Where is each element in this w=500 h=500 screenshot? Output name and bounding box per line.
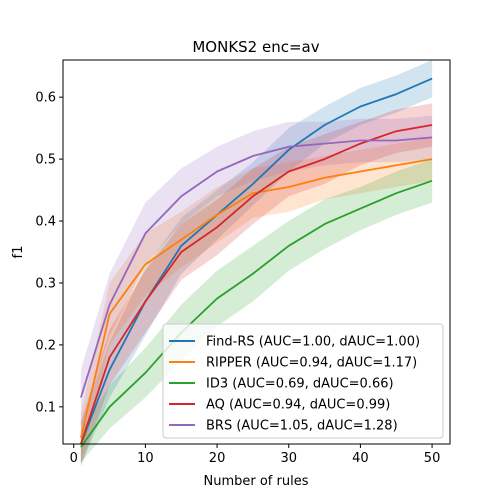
legend-label-3: ID3 (AUC=0.69, dAUC=0.66)	[206, 377, 394, 392]
y-axis-ticks: 0.1 0.2 0.3 0.4 0.5 0.6	[35, 91, 63, 415]
series-band-5	[80, 115, 433, 426]
series-line-3	[80, 179, 433, 448]
legend-label-2: RIPPER (AUC=0.94, dAUC=1.17)	[206, 356, 417, 371]
plot-frame	[62, 59, 451, 445]
y-tick-label: 0.3	[35, 276, 56, 291]
series-band-1	[80, 60, 433, 466]
legend: Find-RS (AUC=1.00, dAUC=1.00) RIPPER (AUC…	[162, 323, 444, 439]
series-line-2	[80, 158, 433, 439]
x-axis-label: Number of rules	[204, 474, 309, 489]
y-tick-label: 0.6	[35, 91, 56, 106]
x-tick-label: 40	[352, 451, 369, 466]
legend-label-1: Find-RS (AUC=1.00, dAUC=1.00)	[206, 335, 420, 350]
series-lines	[80, 77, 433, 448]
x-tick-label: 0	[70, 451, 78, 466]
y-tick-label: 0.2	[35, 338, 56, 353]
x-axis-ticks: 0 10 20 30 40 50	[70, 444, 441, 466]
series-line-1	[80, 77, 433, 445]
legend-label-5: BRS (AUC=1.05, dAUC=1.28)	[206, 419, 398, 434]
x-tick-label: 50	[424, 451, 441, 466]
x-tick-label: 30	[280, 451, 297, 466]
legend-box	[162, 323, 444, 439]
y-tick-label: 0.1	[35, 400, 56, 415]
y-tick-label: 0.5	[35, 153, 56, 168]
chart-title: MONKS2 enc=av	[192, 38, 319, 56]
y-tick-label: 0.4	[35, 215, 56, 230]
series-line-5	[80, 136, 433, 398]
x-tick-label: 20	[209, 451, 226, 466]
series-band-2	[80, 137, 433, 463]
y-axis-label: f1	[11, 246, 26, 259]
x-tick-label: 10	[137, 451, 154, 466]
series-line-4	[80, 124, 433, 445]
series-band-3	[80, 159, 433, 463]
legend-label-4: AQ (AUC=0.94, dAUC=0.99)	[206, 398, 390, 413]
